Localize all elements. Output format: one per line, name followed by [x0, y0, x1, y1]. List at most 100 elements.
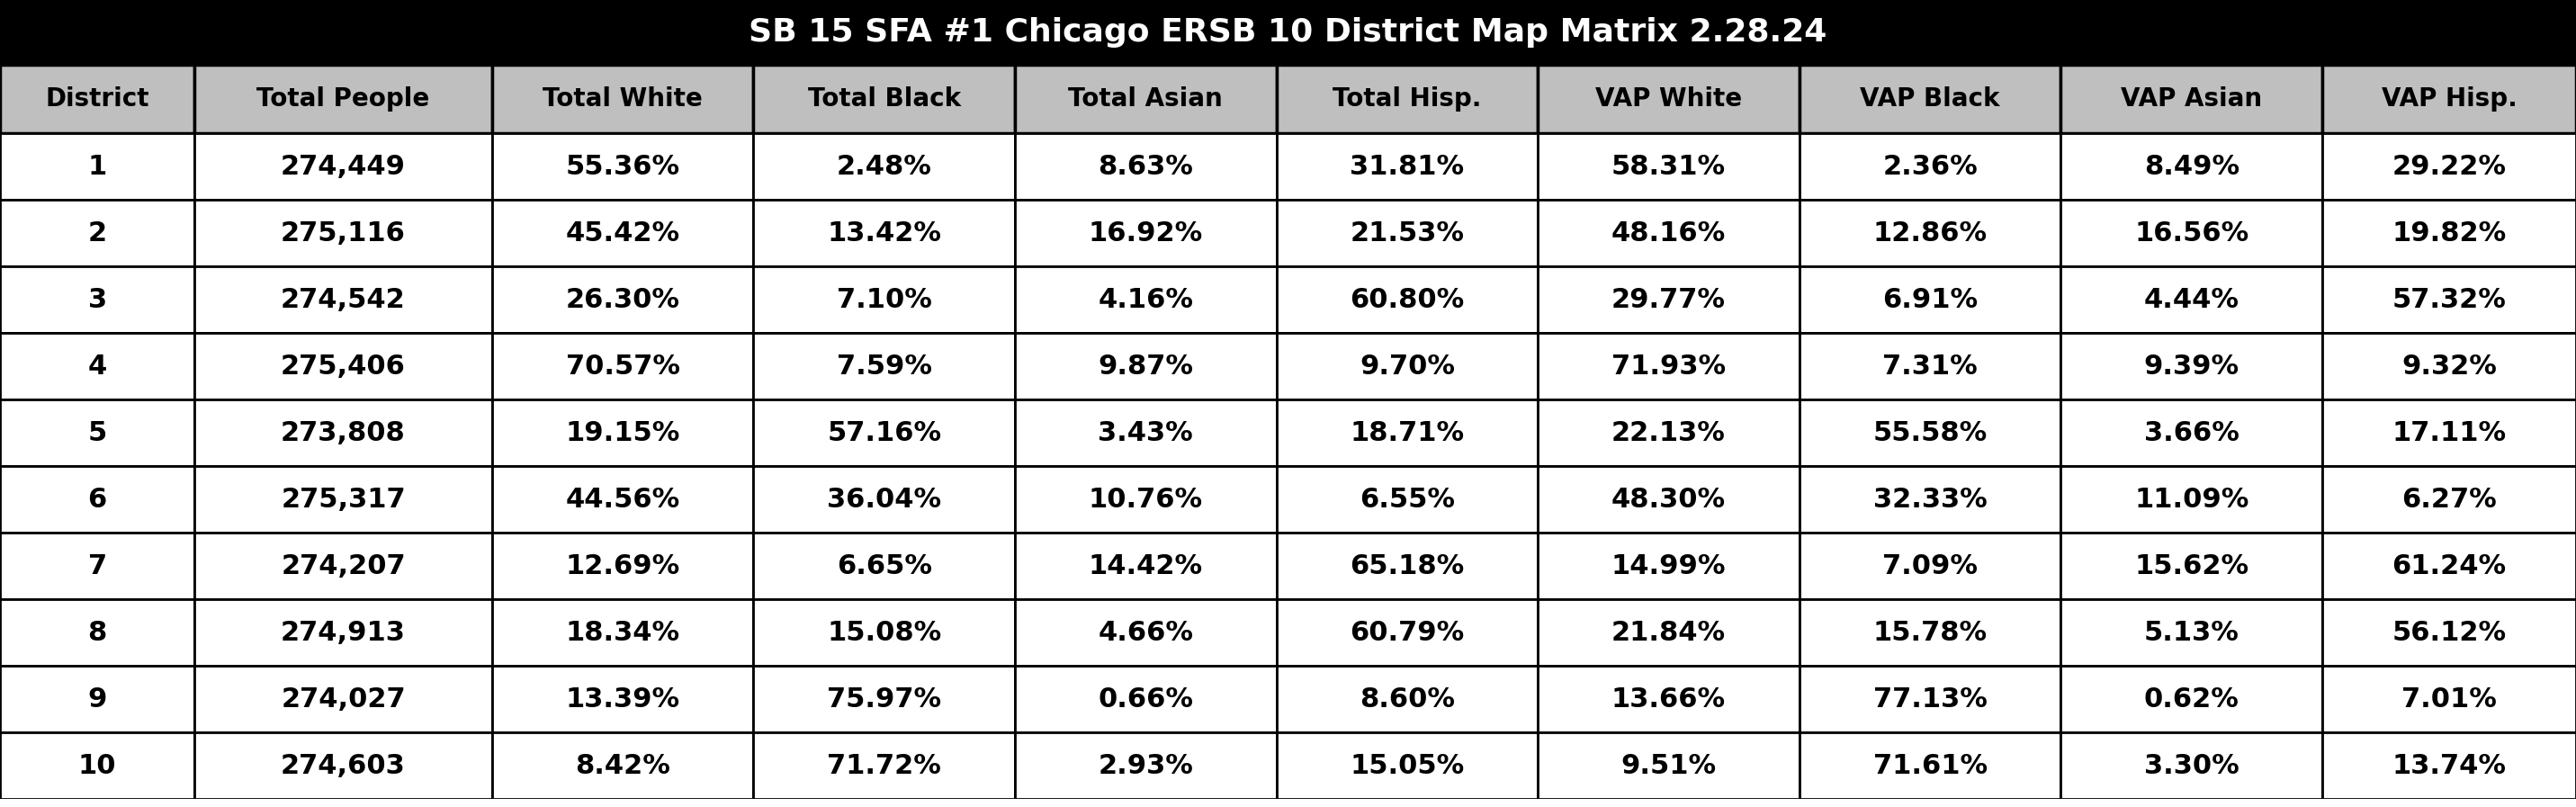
Bar [1538, 599, 1801, 666]
Bar [196, 732, 492, 799]
Text: 6.65%: 6.65% [837, 553, 933, 579]
Bar [1015, 199, 1278, 266]
Text: 58.31%: 58.31% [1613, 153, 1726, 179]
Text: 16.92%: 16.92% [1090, 220, 1203, 246]
Text: 15.08%: 15.08% [827, 620, 940, 646]
Bar [492, 399, 755, 466]
Bar [1015, 533, 1278, 599]
Text: 4.66%: 4.66% [1097, 620, 1193, 646]
Bar [755, 666, 1015, 732]
Text: 60.80%: 60.80% [1350, 286, 1463, 312]
Bar [0, 466, 196, 533]
Text: 18.71%: 18.71% [1350, 420, 1463, 445]
Bar [1801, 466, 2061, 533]
Text: 9.39%: 9.39% [2143, 353, 2239, 379]
Text: 10: 10 [77, 753, 116, 779]
Text: 12.69%: 12.69% [567, 553, 680, 579]
Text: 60.79%: 60.79% [1350, 620, 1463, 646]
Text: 7.31%: 7.31% [1883, 353, 1978, 379]
Text: Total Hisp.: Total Hisp. [1332, 86, 1481, 111]
Text: 6.55%: 6.55% [1360, 487, 1455, 512]
Text: Total Black: Total Black [809, 86, 961, 111]
Bar [1538, 466, 1801, 533]
Text: 7.59%: 7.59% [837, 353, 933, 379]
Text: 55.36%: 55.36% [567, 153, 680, 179]
Bar [1015, 133, 1278, 199]
Bar [2061, 599, 2324, 666]
Bar [492, 732, 755, 799]
Text: 9.51%: 9.51% [1620, 753, 1716, 779]
Bar [1801, 332, 2061, 399]
Text: 19.82%: 19.82% [2393, 220, 2506, 246]
Bar [0, 199, 196, 266]
Text: VAP Black: VAP Black [1860, 86, 1999, 111]
Text: 57.32%: 57.32% [2393, 286, 2506, 312]
Bar [1015, 65, 1278, 133]
Bar [492, 533, 755, 599]
Text: 2: 2 [88, 220, 106, 246]
Text: 2.36%: 2.36% [1883, 153, 1978, 179]
Bar [1278, 266, 1538, 332]
Bar [1278, 133, 1538, 199]
Bar [1015, 266, 1278, 332]
Text: Total White: Total White [544, 86, 703, 111]
Bar [2324, 399, 2576, 466]
Bar [1278, 65, 1538, 133]
Bar [196, 133, 492, 199]
Text: 18.34%: 18.34% [567, 620, 680, 646]
Bar [2061, 533, 2324, 599]
Text: 13.74%: 13.74% [2393, 753, 2506, 779]
Bar [2061, 399, 2324, 466]
Text: Total Asian: Total Asian [1069, 86, 1224, 111]
Bar [2324, 266, 2576, 332]
Text: 8.42%: 8.42% [574, 753, 670, 779]
Bar [1801, 599, 2061, 666]
Text: 8.49%: 8.49% [2143, 153, 2239, 179]
Text: 7.10%: 7.10% [837, 286, 933, 312]
Bar [492, 266, 755, 332]
Bar [1538, 65, 1801, 133]
Text: 14.42%: 14.42% [1090, 553, 1203, 579]
Bar [1015, 332, 1278, 399]
Text: 273,808: 273,808 [281, 420, 404, 445]
Bar [492, 466, 755, 533]
Bar [1278, 332, 1538, 399]
Bar [755, 199, 1015, 266]
Bar [755, 599, 1015, 666]
Bar [2061, 266, 2324, 332]
Text: 274,207: 274,207 [281, 553, 404, 579]
Text: 9.70%: 9.70% [1360, 353, 1455, 379]
Text: 71.61%: 71.61% [1873, 753, 1986, 779]
Text: 274,913: 274,913 [281, 620, 407, 646]
Text: 21.84%: 21.84% [1613, 620, 1726, 646]
Bar [196, 599, 492, 666]
Bar [1538, 666, 1801, 732]
Bar [492, 133, 755, 199]
Text: 4.16%: 4.16% [1097, 286, 1193, 312]
Text: 9.32%: 9.32% [2401, 353, 2496, 379]
Bar [1015, 399, 1278, 466]
Bar [1278, 666, 1538, 732]
Bar [1801, 399, 2061, 466]
Bar [755, 332, 1015, 399]
Bar [755, 133, 1015, 199]
Text: 48.30%: 48.30% [1613, 487, 1726, 512]
Bar [1278, 399, 1538, 466]
Text: 11.09%: 11.09% [2136, 487, 2249, 512]
Bar [0, 799, 2576, 807]
Bar [492, 666, 755, 732]
Text: 44.56%: 44.56% [567, 487, 680, 512]
Text: 3: 3 [88, 286, 106, 312]
Bar [0, 266, 196, 332]
Text: 0.62%: 0.62% [2143, 686, 2239, 712]
Bar [1015, 666, 1278, 732]
Text: 75.97%: 75.97% [827, 686, 940, 712]
Text: 2.48%: 2.48% [837, 153, 933, 179]
Text: 26.30%: 26.30% [567, 286, 680, 312]
Bar [1801, 732, 2061, 799]
Text: 3.43%: 3.43% [1097, 420, 1193, 445]
Bar [492, 332, 755, 399]
Text: 13.39%: 13.39% [567, 686, 680, 712]
Bar [492, 199, 755, 266]
Text: 14.99%: 14.99% [1610, 553, 1726, 579]
